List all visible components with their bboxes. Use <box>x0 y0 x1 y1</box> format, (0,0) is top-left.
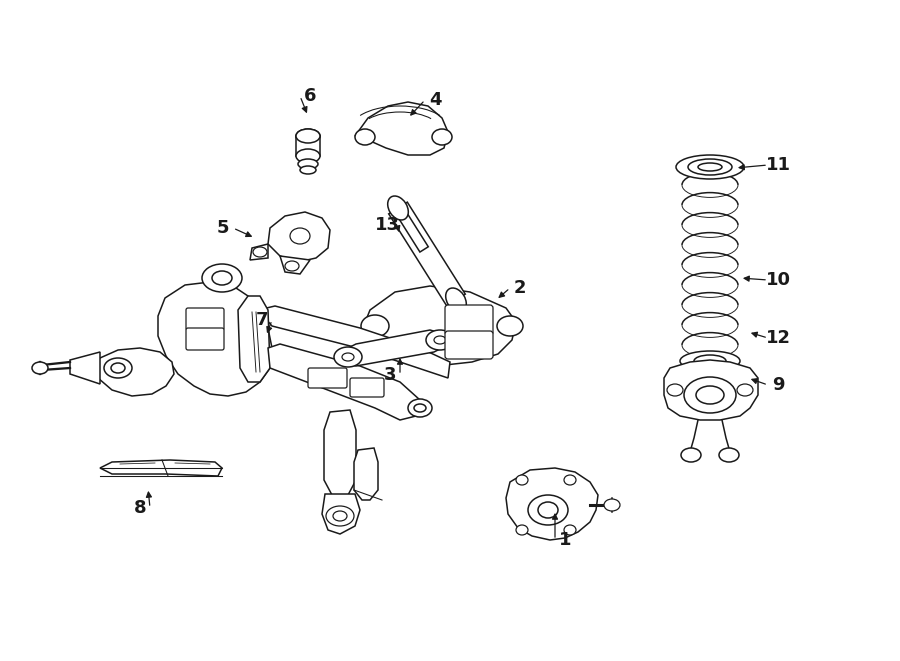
Text: 11: 11 <box>766 156 790 174</box>
Ellipse shape <box>32 362 48 374</box>
Ellipse shape <box>342 353 354 361</box>
Ellipse shape <box>361 315 389 337</box>
Ellipse shape <box>202 264 242 292</box>
Ellipse shape <box>684 377 736 413</box>
Ellipse shape <box>388 196 409 220</box>
Ellipse shape <box>355 129 375 145</box>
Ellipse shape <box>298 159 318 169</box>
Ellipse shape <box>694 355 726 367</box>
Polygon shape <box>664 360 758 420</box>
Polygon shape <box>296 136 320 156</box>
Ellipse shape <box>326 506 354 526</box>
Polygon shape <box>92 348 174 396</box>
Polygon shape <box>70 352 100 384</box>
Ellipse shape <box>604 499 620 511</box>
Ellipse shape <box>334 347 362 367</box>
FancyBboxPatch shape <box>445 331 493 359</box>
Polygon shape <box>506 468 598 540</box>
Ellipse shape <box>528 495 568 525</box>
Ellipse shape <box>104 358 132 378</box>
Text: 7: 7 <box>256 311 268 329</box>
Ellipse shape <box>688 159 732 175</box>
Polygon shape <box>268 344 420 420</box>
Text: 1: 1 <box>559 531 572 549</box>
Text: 12: 12 <box>766 329 790 347</box>
Ellipse shape <box>212 271 232 285</box>
Ellipse shape <box>253 247 267 257</box>
Text: 13: 13 <box>374 216 400 234</box>
Text: 5: 5 <box>217 219 230 237</box>
Ellipse shape <box>290 228 310 244</box>
Ellipse shape <box>696 386 724 404</box>
FancyBboxPatch shape <box>186 328 224 350</box>
Polygon shape <box>238 296 270 382</box>
Polygon shape <box>364 286 516 366</box>
Ellipse shape <box>111 363 125 373</box>
Ellipse shape <box>414 404 426 412</box>
Ellipse shape <box>681 448 701 462</box>
Text: 8: 8 <box>134 499 147 517</box>
Ellipse shape <box>408 399 432 417</box>
Ellipse shape <box>698 163 722 171</box>
Polygon shape <box>340 330 446 366</box>
Ellipse shape <box>446 288 466 312</box>
Ellipse shape <box>564 475 576 485</box>
Text: 3: 3 <box>383 366 396 384</box>
Ellipse shape <box>676 155 744 179</box>
Ellipse shape <box>285 261 299 271</box>
Ellipse shape <box>719 448 739 462</box>
Polygon shape <box>394 206 428 252</box>
FancyBboxPatch shape <box>308 368 347 388</box>
Ellipse shape <box>737 384 753 396</box>
Polygon shape <box>355 102 448 155</box>
Ellipse shape <box>296 149 320 163</box>
Polygon shape <box>389 202 465 306</box>
FancyBboxPatch shape <box>445 305 493 335</box>
Text: 6: 6 <box>304 87 316 105</box>
Polygon shape <box>250 244 268 260</box>
Ellipse shape <box>667 384 683 396</box>
Ellipse shape <box>296 129 320 143</box>
Text: 4: 4 <box>428 91 441 109</box>
Ellipse shape <box>300 166 316 174</box>
Ellipse shape <box>516 475 528 485</box>
Polygon shape <box>324 410 356 498</box>
Ellipse shape <box>333 511 347 521</box>
Polygon shape <box>100 460 222 476</box>
Ellipse shape <box>564 525 576 535</box>
Text: 2: 2 <box>514 279 526 297</box>
Ellipse shape <box>538 502 558 518</box>
Polygon shape <box>280 256 310 274</box>
Ellipse shape <box>432 129 452 145</box>
Polygon shape <box>268 212 330 262</box>
Polygon shape <box>354 448 378 500</box>
Text: 10: 10 <box>766 271 790 289</box>
FancyBboxPatch shape <box>186 308 224 330</box>
Ellipse shape <box>296 129 320 143</box>
Polygon shape <box>158 282 272 396</box>
Ellipse shape <box>497 316 523 336</box>
FancyBboxPatch shape <box>350 378 384 397</box>
Ellipse shape <box>426 330 454 350</box>
Ellipse shape <box>434 336 446 344</box>
Ellipse shape <box>680 351 740 371</box>
Ellipse shape <box>516 525 528 535</box>
Polygon shape <box>258 306 450 378</box>
Text: 9: 9 <box>772 376 784 394</box>
Polygon shape <box>322 494 360 534</box>
